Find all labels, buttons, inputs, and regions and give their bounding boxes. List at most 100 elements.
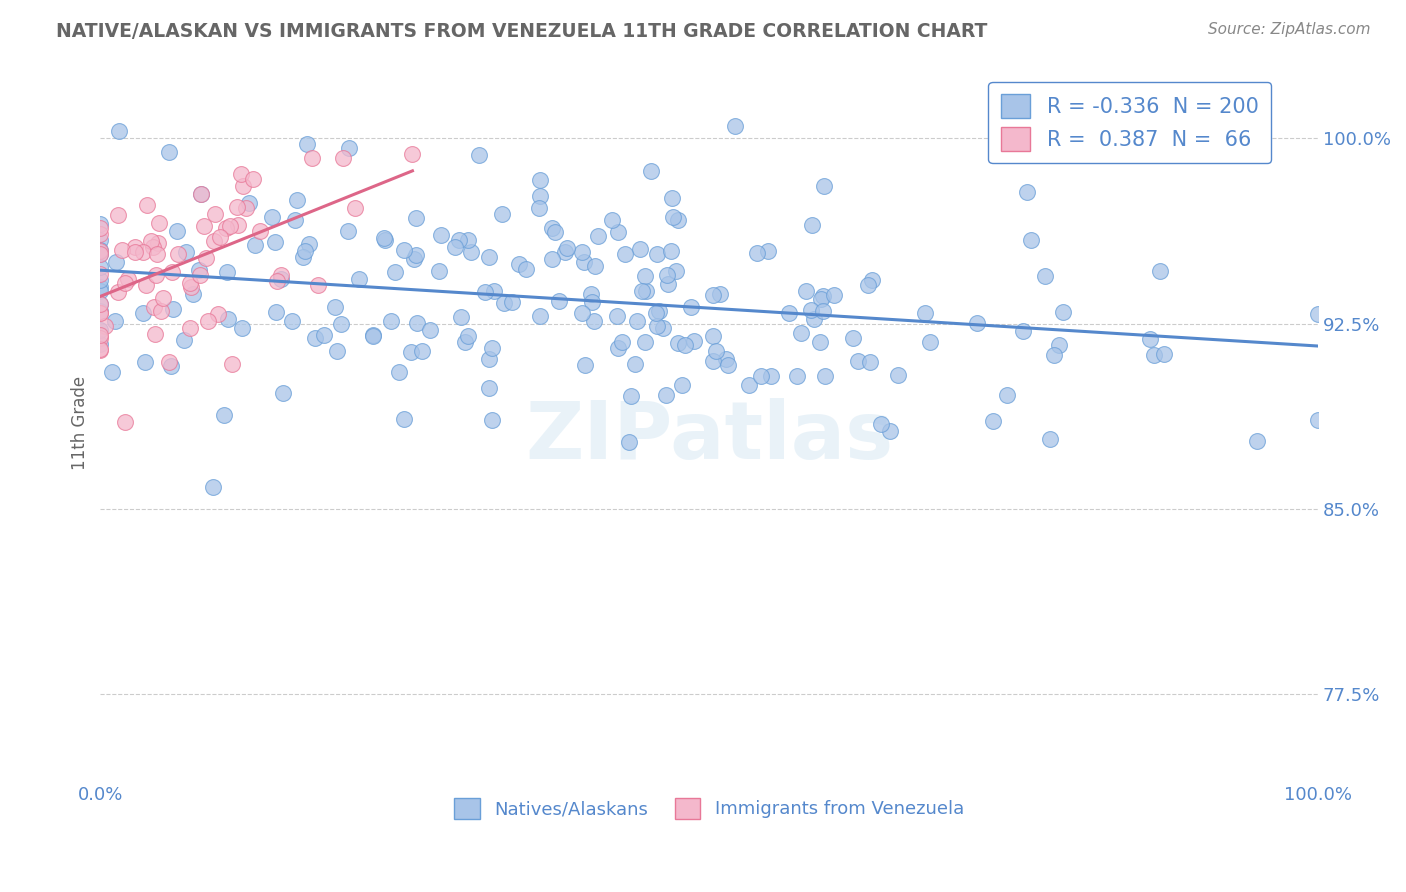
Point — [229, 167, 252, 181]
Point — [1308, 307, 1330, 321]
Point — [221, 357, 243, 371]
Point — [606, 310, 628, 324]
Point — [89, 296, 111, 310]
Point — [380, 314, 402, 328]
Point — [107, 285, 129, 299]
Point — [555, 241, 578, 255]
Point — [135, 277, 157, 292]
Point — [401, 147, 423, 161]
Point — [249, 224, 271, 238]
Point — [704, 344, 727, 359]
Point — [508, 257, 530, 271]
Point — [494, 296, 516, 310]
Point — [89, 305, 111, 319]
Point — [634, 285, 657, 299]
Point — [180, 280, 202, 294]
Point — [749, 368, 772, 383]
Point — [478, 381, 501, 395]
Point — [124, 240, 146, 254]
Point — [374, 233, 396, 247]
Point — [966, 316, 988, 330]
Point — [238, 195, 260, 210]
Point — [89, 244, 111, 259]
Point — [586, 229, 609, 244]
Point — [786, 368, 808, 383]
Point — [640, 164, 662, 178]
Point — [645, 319, 668, 334]
Point — [179, 276, 201, 290]
Point — [814, 369, 837, 384]
Point — [724, 119, 747, 133]
Point — [174, 245, 197, 260]
Point — [89, 337, 111, 351]
Point — [298, 236, 321, 251]
Point — [527, 201, 550, 215]
Point — [326, 344, 349, 359]
Point — [427, 264, 450, 278]
Point — [607, 225, 630, 239]
Point — [790, 326, 813, 340]
Point — [135, 198, 157, 212]
Point — [388, 365, 411, 379]
Point — [661, 191, 683, 205]
Point — [654, 388, 676, 402]
Point — [166, 224, 188, 238]
Point — [131, 306, 153, 320]
Point — [201, 480, 224, 494]
Text: NATIVE/ALASKAN VS IMMIGRANTS FROM VENEZUELA 11TH GRADE CORRELATION CHART: NATIVE/ALASKAN VS IMMIGRANTS FROM VENEZU… — [56, 22, 987, 41]
Point — [574, 358, 596, 372]
Point — [645, 246, 668, 260]
Point — [89, 246, 111, 260]
Point — [544, 225, 567, 239]
Point — [89, 217, 111, 231]
Point — [647, 304, 669, 318]
Point — [571, 245, 593, 260]
Point — [666, 335, 689, 350]
Y-axis label: 11th Grade: 11th Grade — [72, 376, 89, 469]
Point — [145, 268, 167, 283]
Point — [1246, 434, 1268, 449]
Point — [188, 268, 211, 283]
Point — [738, 378, 761, 392]
Point — [659, 244, 682, 258]
Point — [150, 303, 173, 318]
Point — [1052, 305, 1074, 319]
Point — [810, 292, 832, 306]
Point — [270, 272, 292, 286]
Point — [842, 331, 865, 345]
Point — [478, 250, 501, 264]
Point — [419, 323, 441, 337]
Point — [671, 377, 693, 392]
Point — [1143, 348, 1166, 362]
Point — [157, 355, 180, 369]
Point — [292, 250, 315, 264]
Point — [134, 354, 156, 368]
Point — [264, 305, 287, 319]
Point — [823, 288, 845, 302]
Point — [148, 216, 170, 230]
Point — [406, 316, 429, 330]
Point — [401, 345, 423, 359]
Point — [132, 244, 155, 259]
Point — [329, 318, 352, 332]
Point — [111, 243, 134, 257]
Point — [1019, 233, 1042, 247]
Point — [626, 314, 648, 328]
Point — [226, 219, 249, 233]
Point — [859, 355, 882, 369]
Point — [794, 284, 817, 298]
Point — [101, 365, 124, 379]
Point — [529, 173, 551, 187]
Point — [1033, 268, 1056, 283]
Point — [665, 263, 688, 277]
Point — [501, 294, 523, 309]
Point — [651, 321, 673, 335]
Point — [662, 211, 685, 225]
Point — [1012, 324, 1035, 338]
Point — [337, 141, 360, 155]
Point — [89, 279, 111, 293]
Point — [657, 268, 679, 282]
Point — [117, 271, 139, 285]
Point — [482, 285, 505, 299]
Point — [430, 227, 453, 242]
